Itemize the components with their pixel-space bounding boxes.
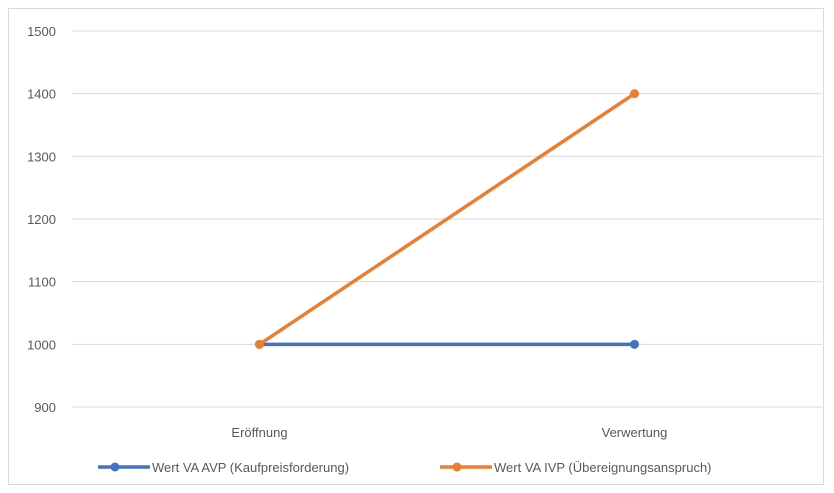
y-tick-label: 1300 — [27, 149, 56, 164]
y-tick-label: 1500 — [27, 24, 56, 39]
x-tick-label: Verwertung — [602, 425, 668, 440]
legend-label-1: Wert VA AVP (Kaufpreisforderung) — [152, 460, 349, 475]
legend: Wert VA AVP (Kaufpreisforderung) Wert VA … — [98, 460, 712, 475]
legend-label-2: Wert VA IVP (Übereignungsanspruch) — [494, 460, 712, 475]
series-2-point — [630, 89, 639, 99]
gridlines — [72, 30, 822, 408]
y-tick-label: 1100 — [28, 275, 56, 290]
series-lines — [255, 89, 639, 349]
y-tick-label: 1200 — [27, 212, 56, 227]
y-tick-label: 1400 — [27, 87, 56, 102]
x-axis-tick-labels: Eröffnung Verwertung — [231, 425, 667, 440]
y-tick-label: 1000 — [27, 337, 56, 352]
y-tick-label: 900 — [34, 400, 56, 415]
series-1-point — [630, 339, 639, 349]
chart-frame — [8, 8, 824, 485]
x-tick-label: Eröffnung — [231, 425, 287, 440]
series-2-point — [255, 339, 264, 349]
legend-swatch-marker-1 — [110, 462, 120, 472]
series-line-2 — [257, 91, 637, 347]
legend-swatch-marker-2 — [452, 462, 462, 472]
y-axis-tick-labels: 900 1000 1100 1200 1300 1400 1500 — [27, 24, 56, 415]
